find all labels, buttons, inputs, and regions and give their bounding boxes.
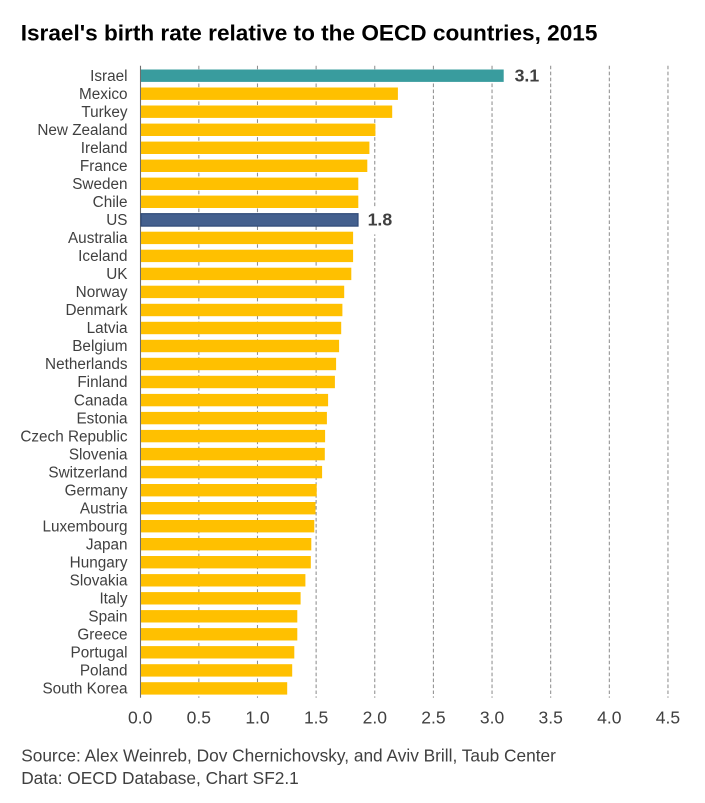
svg-text:Denmark: Denmark (65, 302, 127, 319)
svg-text:2.5: 2.5 (421, 707, 445, 727)
svg-text:Estonia: Estonia (76, 410, 128, 427)
svg-text:0.5: 0.5 (187, 707, 211, 727)
svg-text:Israel: Israel (90, 68, 127, 85)
svg-text:France: France (80, 158, 128, 175)
svg-text:Poland: Poland (80, 663, 128, 680)
svg-text:4.0: 4.0 (597, 707, 622, 727)
svg-text:Chile: Chile (93, 194, 128, 211)
svg-text:Japan: Japan (86, 536, 128, 553)
svg-text:0.0: 0.0 (128, 707, 153, 727)
svg-text:Source: Alex Weinreb, Dov Cher: Source: Alex Weinreb, Dov Chernichovsky,… (21, 746, 556, 766)
svg-text:4.5: 4.5 (656, 707, 680, 727)
svg-text:Czech Republic: Czech Republic (20, 428, 127, 445)
svg-text:Iceland: Iceland (78, 248, 127, 265)
svg-text:Sweden: Sweden (72, 176, 127, 193)
svg-text:Israel's birth rate relative t: Israel's birth rate relative to the OECD… (21, 21, 598, 46)
svg-text:Latvia: Latvia (87, 320, 128, 337)
svg-text:New Zealand: New Zealand (37, 122, 127, 139)
svg-text:3.0: 3.0 (480, 707, 505, 727)
svg-text:1.5: 1.5 (304, 707, 328, 727)
svg-text:3.5: 3.5 (539, 707, 563, 727)
svg-text:Finland: Finland (77, 374, 127, 391)
svg-text:Slovakia: Slovakia (70, 573, 128, 590)
svg-text:Austria: Austria (80, 500, 128, 517)
svg-text:South Korea: South Korea (42, 681, 128, 698)
svg-text:Mexico: Mexico (79, 86, 127, 103)
svg-text:Greece: Greece (77, 627, 127, 644)
svg-text:Portugal: Portugal (71, 645, 128, 662)
svg-text:1.0: 1.0 (245, 707, 270, 727)
svg-text:UK: UK (106, 266, 128, 283)
svg-text:US: US (106, 212, 127, 229)
svg-text:Norway: Norway (76, 284, 128, 301)
svg-text:2.0: 2.0 (363, 707, 388, 727)
svg-text:Canada: Canada (74, 392, 128, 409)
svg-text:Australia: Australia (68, 230, 128, 247)
svg-text:Germany: Germany (65, 482, 128, 499)
svg-text:Italy: Italy (99, 591, 127, 608)
svg-text:Switzerland: Switzerland (48, 464, 127, 481)
svg-text:Data: OECD Database, Chart SF2: Data: OECD Database, Chart SF2.1 (21, 768, 299, 788)
svg-text:Netherlands: Netherlands (45, 356, 128, 373)
svg-text:Spain: Spain (88, 609, 127, 626)
svg-text:3.1: 3.1 (515, 66, 540, 86)
svg-text:Slovenia: Slovenia (69, 446, 128, 463)
svg-text:1.8: 1.8 (368, 210, 393, 230)
svg-text:Hungary: Hungary (70, 554, 128, 571)
svg-text:Turkey: Turkey (81, 104, 128, 121)
svg-text:Belgium: Belgium (72, 338, 127, 355)
svg-text:Ireland: Ireland (81, 140, 128, 157)
svg-text:Luxembourg: Luxembourg (42, 518, 127, 535)
